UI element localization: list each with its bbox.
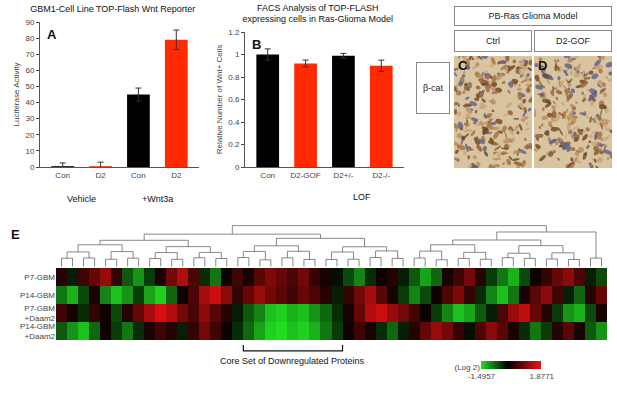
html-text:D: D [538, 58, 548, 73]
svg-text:Core Set of Downregulated Prot: Core Set of Downregulated Proteins [220, 356, 365, 366]
svg-text:10: 10 [25, 147, 34, 156]
svg-text:30: 30 [25, 114, 34, 123]
svg-text:Con: Con [260, 171, 275, 180]
svg-text:1.2: 1.2 [228, 28, 240, 37]
svg-text:50: 50 [25, 82, 34, 91]
svg-text:1.8771: 1.8771 [530, 372, 555, 381]
svg-text:20: 20 [25, 131, 34, 140]
html-text:C: C [458, 58, 468, 73]
svg-text:D2-GOF: D2-GOF [290, 171, 320, 180]
svg-text:B: B [252, 37, 261, 52]
svg-text:FACS Analysis of TOP-FLASHexpr: FACS Analysis of TOP-FLASHexpressing cel… [242, 3, 393, 25]
svg-text:D2+/-: D2+/- [334, 171, 354, 180]
svg-text:Vehicle: Vehicle [67, 194, 96, 204]
svg-text:70: 70 [25, 50, 34, 59]
svg-text:Con: Con [55, 171, 70, 180]
svg-text:-1.4957: -1.4957 [468, 372, 496, 381]
svg-text:P14-GBM: P14-GBM [20, 291, 55, 300]
svg-text:Relative Number of Wnt+ Cells: Relative Number of Wnt+ Cells [215, 45, 224, 155]
html-text:PB-Ras Glioma Model: PB-Ras Glioma Model [488, 11, 578, 21]
svg-text:40: 40 [25, 98, 34, 107]
svg-text:Con: Con [131, 171, 146, 180]
svg-text:GBM1-Cell Line TOP-Flash Wnt R: GBM1-Cell Line TOP-Flash Wnt Reporter [30, 4, 195, 14]
svg-text:D2: D2 [171, 171, 182, 180]
html-text:Ctrl: Ctrl [486, 36, 500, 46]
svg-text:0: 0 [30, 163, 35, 172]
svg-text:80: 80 [25, 34, 34, 43]
svg-text:0.4: 0.4 [228, 118, 240, 127]
svg-text:P14-GBM+Daam2: P14-GBM+Daam2 [20, 322, 56, 341]
svg-text:D2: D2 [95, 171, 106, 180]
svg-text:60: 60 [25, 66, 34, 75]
svg-text:0.6: 0.6 [228, 95, 240, 104]
svg-text:+Wnt3a: +Wnt3a [142, 194, 173, 204]
html-text:β-cat: β-cat [422, 83, 444, 93]
svg-text:A: A [47, 27, 57, 42]
svg-text:0: 0 [235, 163, 240, 172]
svg-text:0.2: 0.2 [228, 140, 240, 149]
svg-text:P7-GBM: P7-GBM [24, 273, 55, 282]
html-text:D2-GOF: D2-GOF [556, 36, 590, 46]
svg-text:1: 1 [235, 50, 240, 59]
svg-text:(Log 2): (Log 2) [455, 363, 481, 372]
svg-text:90: 90 [25, 18, 34, 27]
svg-text:P7-GBM+Daam2: P7-GBM+Daam2 [24, 304, 55, 323]
svg-text:0.8: 0.8 [228, 73, 240, 82]
svg-text:Luciferase Activity: Luciferase Activity [12, 62, 21, 126]
svg-text:LOF: LOF [353, 192, 371, 202]
svg-text:E: E [11, 227, 20, 242]
svg-text:D2-/-: D2-/- [372, 171, 390, 180]
